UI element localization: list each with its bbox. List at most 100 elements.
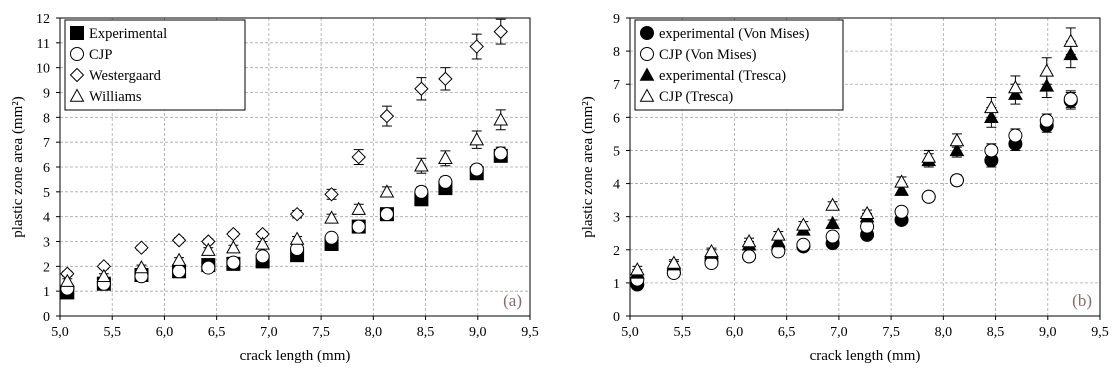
chart-a-x-tick-label: 9,5 <box>521 325 539 340</box>
chart-b-point <box>984 143 999 158</box>
chart-b-point <box>770 233 786 248</box>
chart-a-x-tick-label: 8,0 <box>365 325 383 340</box>
chart-a-y-axis-label: plastic zone area (mm²) <box>10 96 26 238</box>
chart-a-y-tick-label: 6 <box>43 161 50 176</box>
chart-a-legend-label: Williams <box>89 89 142 105</box>
chart-a-point <box>438 150 453 165</box>
chart-b-series-1 <box>630 90 1078 287</box>
chart-b-point <box>859 205 875 220</box>
chart-b-point <box>825 229 840 244</box>
chart-b-legend-label: CJP (Tresca) <box>659 89 733 105</box>
chart-b-series-3 <box>629 27 1079 276</box>
chart-b-y-tick-label: 2 <box>613 244 620 259</box>
chart-b-point <box>1039 78 1055 92</box>
chart-a-point <box>226 226 241 242</box>
chart-a-point <box>59 273 75 287</box>
chart-a-point <box>351 149 366 165</box>
chart-a-y-tick-label: 7 <box>43 136 50 151</box>
chart-b-point <box>894 174 909 188</box>
chart-b-point <box>796 237 811 252</box>
chart-a-point <box>96 268 112 282</box>
chart-b-series-0 <box>630 92 1078 292</box>
chart-b-y-tick-label: 4 <box>613 178 620 193</box>
chart-b-x-tick-label: 9,5 <box>1091 325 1109 340</box>
chart-b-point <box>796 217 811 231</box>
chart-a-y-tick-label: 8 <box>43 111 50 126</box>
chart-b-legend-box <box>634 19 844 111</box>
chart-b-point <box>741 233 757 248</box>
chart-a-point <box>351 219 366 234</box>
chart-b-legend-label: experimental (Von Mises) <box>659 26 810 42</box>
chart-b-x-tick-label: 8,5 <box>987 325 1005 340</box>
chart-b-legend-label: CJP (Von Mises) <box>659 47 757 63</box>
chart-a-legend-box <box>64 19 246 111</box>
chart-a-y-tick-label: 4 <box>43 211 50 226</box>
chart-a-point <box>414 158 429 172</box>
chart-b-point <box>666 255 682 269</box>
chart-b-legend-marker <box>640 47 654 61</box>
chart-a-point <box>493 24 508 39</box>
chart-a-point <box>255 249 270 264</box>
chart-b-y-tick-label: 9 <box>613 12 620 27</box>
chart-a-point <box>324 210 339 224</box>
chart-a-point <box>469 39 484 54</box>
chart-b-x-tick-label: 7,5 <box>882 325 900 340</box>
chart-b-point <box>825 197 840 211</box>
chart-a-point <box>379 207 394 222</box>
chart-a-point <box>351 201 367 215</box>
chart-a-series-2 <box>60 18 508 281</box>
chart-b-y-tick-label: 7 <box>613 78 620 93</box>
chart-a-legend-marker <box>69 88 85 102</box>
chart-a-point <box>438 71 453 87</box>
chart-a-legend-label: Westergaard <box>89 68 162 84</box>
chart-b: 5,0 5,5 6,0 6,5 7,0 7,5 8,0 8,5 9,0 9,5 0 1 2 3 4 5 6 7 8 9… <box>570 0 1118 392</box>
chart-a-point <box>469 162 484 177</box>
chart-b-point <box>704 243 719 258</box>
chart-a-legend-label: Experimental <box>89 26 167 42</box>
chart-a-y-tick-label: 3 <box>43 236 50 251</box>
chart-b-point <box>629 262 645 276</box>
chart-a-point <box>134 260 149 274</box>
chart-b-point <box>1039 113 1054 128</box>
chart-a-point <box>134 240 149 255</box>
chart-a-point <box>201 260 216 275</box>
chart-a-point <box>289 206 305 222</box>
chart-b-point <box>949 142 965 157</box>
chart-a-point <box>324 230 339 245</box>
chart-b-x-tick-label: 7,0 <box>830 325 848 340</box>
chart-a-x-tick-label: 8,5 <box>417 325 435 340</box>
chart-b-point <box>949 132 965 147</box>
chart-a-point <box>493 146 508 161</box>
chart-b-y-tick-label: 0 <box>613 310 620 325</box>
chart-b-y-tick-label: 8 <box>613 45 620 60</box>
chart-b-point <box>1008 80 1023 94</box>
chart-a-point <box>200 242 216 256</box>
chart-b-legend-label: experimental (Tresca) <box>659 68 786 84</box>
chart-b-point <box>894 182 909 196</box>
chart-b-plot-frame <box>629 17 1101 317</box>
chart-a-y-tick-label: 11 <box>37 37 50 52</box>
chart-a-x-tick-label: 5,5 <box>103 325 121 340</box>
chart-b-y-tick-label: 1 <box>613 277 620 292</box>
chart-b-x-tick-label: 5,5 <box>673 325 691 340</box>
chart-b-svg: 5,0 5,5 6,0 6,5 7,0 7,5 8,0 8,5 9,0 9,5 0 1 2 3 4 5 6 7 8 9… <box>580 12 1109 364</box>
chart-a-legend-label: CJP <box>89 47 112 63</box>
chart-b-legend-marker <box>639 88 655 102</box>
chart-a-y-tick-label: 9 <box>43 87 50 102</box>
chart-a-point <box>324 187 339 202</box>
chart-a-point <box>226 255 241 270</box>
chart-a-point <box>414 81 429 96</box>
chart-a: 5,0 5,5 6,0 6,5 7,0 7,5 8,0 8,5 9,0 9,5 0 1 2 3 4 5 6 7 8 9… <box>0 0 548 392</box>
chart-a-x-tick-label: 7,5 <box>312 325 330 340</box>
chart-a-y-tick-label: 1 <box>43 285 50 300</box>
chart-a-point <box>493 112 509 126</box>
chart-b-point <box>984 99 999 114</box>
chart-b-point <box>921 149 937 163</box>
chart-a-x-tick-label: 5,0 <box>51 325 69 340</box>
chart-b-legend-marker <box>639 67 655 81</box>
chart-a-x-tick-label: 7,0 <box>260 325 278 340</box>
chart-a-point <box>469 132 485 146</box>
chart-b-point <box>1063 92 1078 107</box>
chart-a-point <box>226 240 241 254</box>
chart-b-panel-label: (b) <box>1072 291 1092 310</box>
